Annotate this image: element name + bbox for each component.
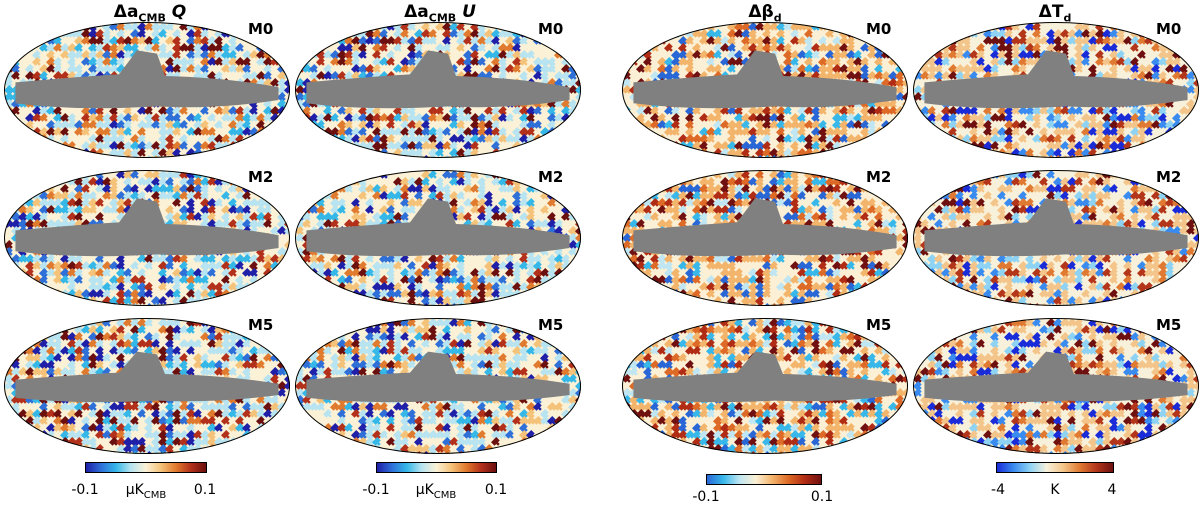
galactic-mask [306,50,570,109]
map-outline [295,318,581,454]
colorbar-max-label: 0.1 [810,489,834,505]
column-title-acmb-u: ΔaCMB U [404,2,476,25]
galactic-mask [15,198,279,257]
map-label: M5 [248,316,274,334]
map-label: M2 [538,168,564,186]
sky-map [913,170,1199,306]
sky-map [913,22,1199,158]
map-outline [295,170,581,306]
galactic-mask [306,351,570,403]
map-outline [622,318,908,454]
colorbar-min-label: -0.1 [692,489,720,505]
map-outline [295,22,581,158]
map-outline [913,170,1199,306]
colorbar-max-label: 0.1 [484,482,508,498]
map-label: M5 [1156,316,1182,334]
map-outline [913,22,1199,158]
sky-map [4,318,290,454]
column-title-t-d: ΔTd [1038,2,1072,25]
galactic-mask [633,351,897,403]
colorbar-max-label: 4 [1107,482,1117,498]
galactic-mask [924,351,1188,403]
column-title-beta-d: Δβd [748,2,782,25]
map-outline [4,22,290,158]
map-label: M0 [1156,20,1182,38]
galactic-mask [15,351,279,403]
colorbar-unit-label: K [1050,482,1060,498]
sky-map [913,318,1199,454]
map-outline [622,22,908,158]
colorbar-cmb-u [376,462,497,473]
colorbar-unit-label: μKCMB [125,482,167,501]
colorbar-min-label: -0.1 [71,482,99,498]
map-outline [622,170,908,306]
column-title-acmb-q: ΔaCMB Q [113,2,187,25]
map-label: M0 [248,20,274,38]
map-label: M0 [866,20,892,38]
galactic-mask [306,198,570,257]
galactic-mask [924,50,1188,109]
colorbar-cmb-q [85,462,207,473]
map-label: M5 [866,316,892,334]
colorbar-min-label: -0.1 [362,482,390,498]
map-label: M5 [538,316,564,334]
map-label: M2 [866,168,892,186]
colorbar-max-label: 0.1 [193,482,217,498]
map-label: M2 [248,168,274,186]
map-label: M2 [1156,168,1182,186]
galactic-mask [633,198,897,257]
galactic-mask [15,50,279,109]
colorbar-min-label: -4 [991,482,1005,498]
colorbar-temp [996,462,1114,473]
colorbar-unit-label: μKCMB [415,482,457,501]
map-outline [913,318,1199,454]
map-outline [4,318,290,454]
galactic-mask [633,50,897,109]
map-label: M0 [538,20,564,38]
map-outline [4,170,290,306]
galactic-mask [924,198,1188,257]
colorbar-beta [706,474,822,485]
